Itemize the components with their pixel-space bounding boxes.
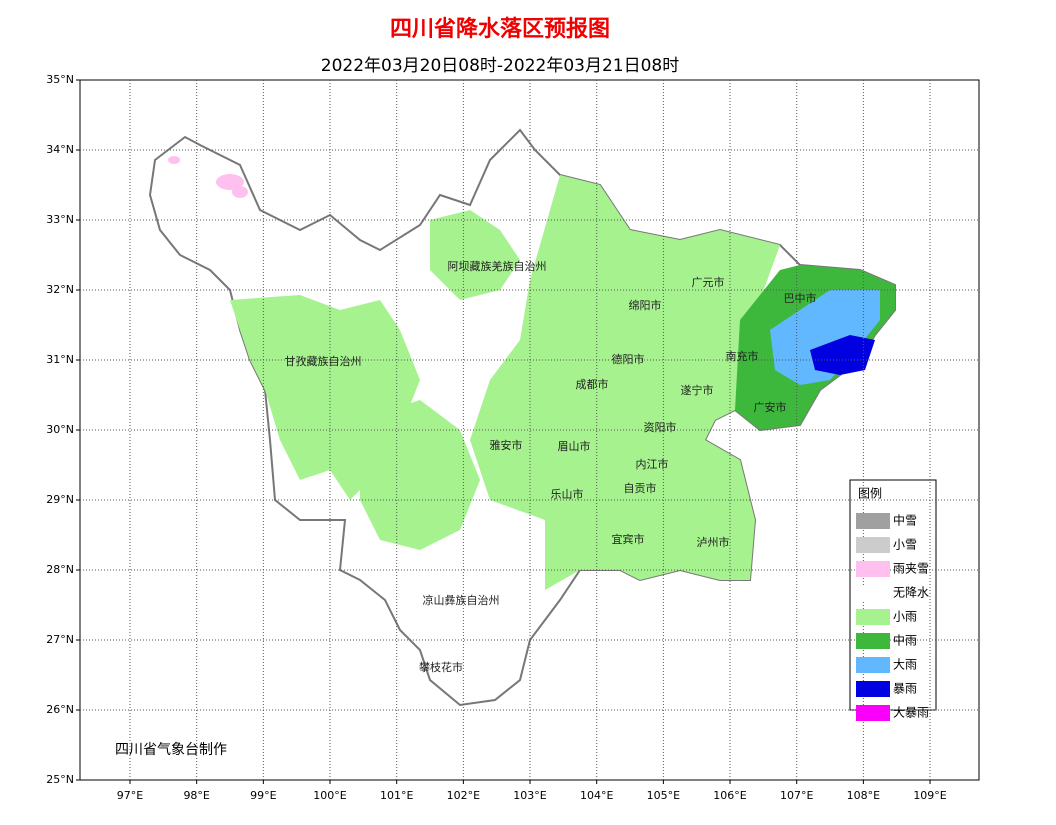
legend-label: 无降水: [893, 586, 929, 600]
place-label: 阿坝藏族羌族自治州: [448, 259, 547, 273]
lat-label: 30°N: [46, 423, 74, 436]
rainstorm-area: [810, 335, 875, 375]
light-rain-areas: [230, 175, 780, 590]
legend-swatch: [856, 585, 890, 601]
lon-label: 107°E: [780, 789, 813, 802]
place-label: 广元市: [692, 275, 725, 289]
legend-swatch: [856, 561, 890, 577]
legend-label: 雨夹雪: [893, 562, 929, 576]
legend-label: 中雨: [893, 633, 917, 648]
lon-label: 109°E: [913, 789, 946, 802]
lat-label: 31°N: [46, 353, 74, 366]
place-label: 巴中市: [784, 291, 817, 305]
lat-label: 33°N: [46, 213, 74, 226]
heavy-rain-area: [770, 290, 880, 385]
lon-label: 108°E: [847, 789, 880, 802]
legend-label: 小雨: [893, 610, 917, 624]
title: 四川省降水落区预报图: [390, 17, 610, 42]
lon-label: 102°E: [447, 789, 480, 802]
place-label: 乐山市: [551, 487, 584, 501]
lon-label: 97°E: [117, 789, 143, 802]
place-label: 泸州市: [697, 535, 730, 549]
credit: 四川省气象台制作: [115, 742, 227, 758]
lon-label: 103°E: [513, 789, 546, 802]
lon-label: 101°E: [380, 789, 413, 802]
place-label: 广安市: [754, 400, 787, 414]
lat-label: 35°N: [46, 73, 74, 86]
legend-swatch: [856, 513, 890, 529]
place-label: 成都市: [576, 377, 609, 391]
place-label: 攀枝花市: [419, 660, 463, 674]
legend-swatch: [856, 537, 890, 553]
place-label: 德阳市: [612, 352, 645, 366]
legend-swatch: [856, 609, 890, 625]
lat-label: 27°N: [46, 633, 74, 646]
sleet-areas: [168, 156, 248, 198]
lon-label: 100°E: [313, 789, 346, 802]
place-label: 凉山彝族自治州: [423, 593, 500, 607]
lat-label: 32°N: [46, 283, 74, 296]
lon-label: 104°E: [580, 789, 613, 802]
place-label: 眉山市: [558, 439, 591, 453]
legend-swatch: [856, 633, 890, 649]
place-label: 南充市: [726, 349, 759, 363]
legend-label: 大雨: [893, 658, 917, 672]
place-label: 资阳市: [644, 420, 677, 434]
place-label: 雅安市: [490, 438, 523, 452]
legend-title: 图例: [858, 487, 882, 501]
lon-label: 106°E: [713, 789, 746, 802]
legend-swatch: [856, 705, 890, 721]
legend-swatch: [856, 681, 890, 697]
lon-label: 105°E: [647, 789, 680, 802]
legend-swatch: [856, 657, 890, 673]
legend-label: 大暴雨: [893, 706, 929, 720]
place-label: 自贡市: [624, 481, 657, 495]
lat-label: 26°N: [46, 703, 74, 716]
lat-label: 34°N: [46, 143, 74, 156]
legend-label: 中雪: [893, 513, 917, 528]
place-label: 遂宁市: [681, 383, 714, 397]
legend-label: 暴雨: [893, 682, 917, 696]
place-label: 绵阳市: [629, 298, 662, 312]
lat-label: 29°N: [46, 493, 74, 506]
lon-label: 98°E: [183, 789, 209, 802]
lat-label: 28°N: [46, 563, 74, 576]
place-label: 甘孜藏族自治州: [285, 354, 362, 368]
place-label: 内江市: [636, 457, 669, 471]
subtitle: 2022年03月20日08时-2022年03月21日08时: [321, 56, 679, 76]
place-label: 宜宾市: [612, 532, 645, 546]
lon-label: 99°E: [250, 789, 276, 802]
lat-label: 25°N: [46, 773, 74, 786]
legend-label: 小雪: [893, 538, 917, 552]
